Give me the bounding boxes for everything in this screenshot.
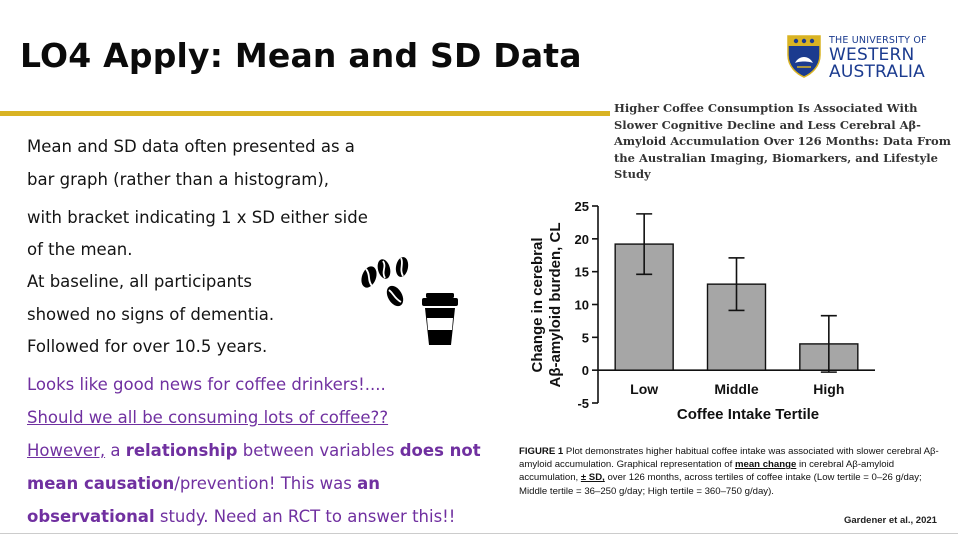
body-line-4: of the mean. bbox=[27, 240, 133, 259]
caption-text: in cerebral Aβ-amyloid accumulation, bbox=[519, 459, 895, 484]
purple-line-4: mean causation/prevention! This was an bbox=[27, 474, 380, 493]
figure-caption: FIGURE 1 Plot demonstrates higher habitu… bbox=[519, 445, 944, 498]
body-line-5: At baseline, all participants bbox=[27, 272, 253, 291]
text-span-bold: observational bbox=[27, 507, 155, 526]
citation: Gardener et al., 2021 bbox=[844, 515, 937, 526]
body-line-1: Mean and SD data often presented as a bbox=[27, 137, 355, 156]
text-span: /prevention! This was bbox=[174, 474, 358, 493]
university-logo: THE UNIVERSITY OF WESTERN AUSTRALIA bbox=[785, 33, 935, 83]
x-axis-label: Coffee Intake Tertile bbox=[677, 406, 819, 423]
body-line-3: with bracket indicating 1 x SD either si… bbox=[27, 208, 368, 227]
bar-chart: Change in cerebral Aβ-amyloid burden, CL… bbox=[529, 199, 875, 423]
text-span: a bbox=[105, 441, 126, 460]
coffee-cup-icon bbox=[422, 293, 458, 345]
caption-emphasis: mean change bbox=[734, 459, 797, 471]
caption-text: over 126 months, across tertiles of coff… bbox=[519, 472, 922, 497]
purple-line-1: Looks like good news for coffee drinkers… bbox=[27, 375, 386, 394]
body-line-6: showed no signs of dementia. bbox=[27, 305, 275, 324]
purple-line-3: However, a relationship between variable… bbox=[27, 441, 481, 460]
coffee-beans-icon bbox=[361, 257, 409, 307]
text-span: between variables bbox=[237, 441, 400, 460]
y-axis-label-line-2: Aβ-amyloid burden, CL bbox=[547, 223, 564, 388]
paper-title: Higher Coffee Consumption Is Associated … bbox=[614, 101, 951, 181]
purple-line-5: observational study. Need an RCT to answ… bbox=[27, 507, 455, 526]
text-span-bold: mean causation bbox=[27, 474, 175, 493]
caption-label: FIGURE 1 bbox=[519, 446, 564, 457]
logo-line-1: THE UNIVERSITY OF bbox=[829, 35, 927, 46]
x-category-label: Middle bbox=[714, 381, 759, 397]
logo-line-2: WESTERN bbox=[829, 45, 915, 65]
logo-line-3: AUSTRALIA bbox=[829, 62, 925, 82]
text-span-bold: an bbox=[357, 474, 381, 493]
x-category-label: Low bbox=[630, 381, 658, 397]
slide-bottom-rule bbox=[0, 533, 958, 534]
y-tick-label: 20 bbox=[575, 232, 589, 247]
x-category-label: High bbox=[813, 381, 844, 397]
text-span: study. Need an RCT to answer this!! bbox=[154, 507, 456, 526]
y-axis-label-line-1: Change in cerebral bbox=[529, 237, 546, 372]
body-line-7: Followed for over 10.5 years. bbox=[27, 337, 268, 356]
caption-text: Plot demonstrates higher habitual coffee… bbox=[519, 446, 939, 471]
text-span-bold: relationship bbox=[125, 441, 238, 460]
y-tick-label: -5 bbox=[577, 396, 589, 411]
caption-emphasis: ± SD, bbox=[580, 472, 605, 484]
body-line-2: bar graph (rather than a histogram), bbox=[27, 170, 330, 189]
slide-title: LO4 Apply: Mean and SD Data bbox=[20, 36, 582, 75]
y-tick-label: 15 bbox=[575, 265, 589, 280]
title-underline bbox=[0, 111, 610, 116]
y-tick-label: 0 bbox=[582, 363, 589, 378]
crest-icon bbox=[787, 35, 821, 78]
purple-line-2-link[interactable]: Should we all be consuming lots of coffe… bbox=[27, 408, 389, 427]
y-tick-label: 25 bbox=[575, 199, 589, 214]
y-tick-label: 10 bbox=[575, 298, 589, 313]
text-span-bold: does not bbox=[399, 441, 481, 460]
however-link[interactable]: However, bbox=[27, 441, 106, 460]
y-tick-label: 5 bbox=[582, 330, 589, 345]
